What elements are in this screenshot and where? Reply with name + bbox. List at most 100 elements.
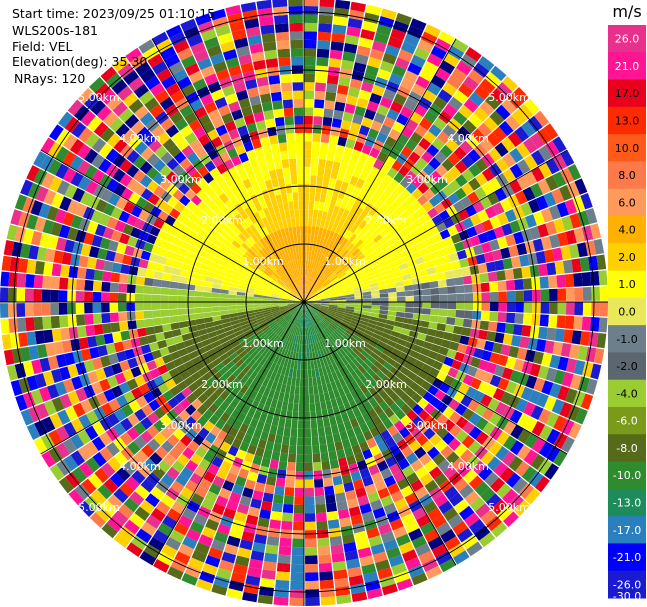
velocity-gate bbox=[319, 321, 326, 330]
velocity-gate bbox=[398, 211, 409, 222]
velocity-gate bbox=[40, 137, 56, 154]
velocity-gate bbox=[292, 192, 299, 202]
velocity-gate bbox=[103, 260, 114, 272]
velocity-gate bbox=[235, 476, 247, 488]
velocity-gate bbox=[471, 128, 486, 143]
velocity-gate bbox=[337, 84, 349, 95]
velocity-gate bbox=[184, 416, 197, 428]
velocity-gate bbox=[0, 303, 9, 318]
velocity-gate bbox=[320, 452, 330, 462]
velocity-gate bbox=[299, 217, 304, 226]
velocity-gate bbox=[540, 289, 550, 302]
velocity-gate bbox=[430, 74, 446, 89]
velocity-gate bbox=[443, 356, 455, 367]
velocity-gate bbox=[48, 429, 63, 446]
velocity-gate bbox=[405, 138, 418, 151]
velocity-gate bbox=[285, 384, 291, 394]
velocity-gate bbox=[373, 209, 383, 220]
velocity-gate bbox=[254, 363, 263, 373]
velocity-gate bbox=[370, 364, 380, 374]
velocity-gate bbox=[298, 295, 304, 302]
velocity-gate bbox=[26, 259, 37, 274]
velocity-gate bbox=[180, 466, 194, 480]
velocity-gate bbox=[214, 273, 224, 281]
velocity-gate bbox=[218, 559, 234, 572]
velocity-gate bbox=[178, 182, 190, 195]
velocity-gate bbox=[279, 306, 288, 310]
velocity-gate bbox=[369, 282, 379, 288]
velocity-gate bbox=[379, 309, 389, 315]
velocity-gate bbox=[185, 404, 197, 416]
velocity-gate bbox=[274, 434, 283, 445]
velocity-gate bbox=[287, 304, 296, 308]
velocity-gate bbox=[319, 340, 325, 350]
velocity-gate bbox=[322, 329, 329, 338]
velocity-gate bbox=[296, 268, 300, 278]
velocity-gate bbox=[342, 317, 352, 323]
velocity-gate bbox=[335, 414, 344, 425]
velocity-gate bbox=[215, 124, 228, 137]
velocity-gate bbox=[300, 361, 304, 370]
velocity-gate bbox=[320, 298, 330, 301]
velocity-gate bbox=[288, 253, 293, 262]
velocity-gate bbox=[242, 487, 254, 499]
velocity-gate bbox=[284, 487, 295, 497]
velocity-gate bbox=[116, 242, 127, 254]
velocity-gate bbox=[128, 192, 141, 205]
velocity-gate bbox=[100, 188, 114, 203]
velocity-gate bbox=[153, 325, 164, 334]
velocity-gate bbox=[42, 316, 52, 330]
velocity-gate bbox=[317, 537, 330, 547]
velocity-gate bbox=[497, 505, 514, 522]
velocity-gate bbox=[545, 367, 558, 382]
velocity-gate bbox=[256, 473, 268, 485]
velocity-gate bbox=[423, 500, 438, 514]
velocity-gate bbox=[485, 229, 497, 242]
velocity-gate bbox=[311, 325, 317, 335]
velocity-gate bbox=[383, 361, 393, 371]
velocity-gate bbox=[509, 440, 524, 456]
velocity-gate bbox=[165, 378, 177, 390]
velocity-gate bbox=[286, 218, 292, 228]
velocity-gate bbox=[209, 212, 220, 223]
velocity-gate bbox=[258, 321, 268, 328]
velocity-gate bbox=[539, 276, 549, 289]
velocity-gate bbox=[298, 344, 302, 353]
velocity-gate bbox=[250, 194, 259, 205]
velocity-gate bbox=[474, 368, 486, 381]
velocity-gate bbox=[258, 128, 269, 139]
velocity-gate bbox=[195, 248, 206, 258]
velocity-gate bbox=[569, 374, 582, 390]
velocity-gate bbox=[111, 385, 124, 399]
velocity-gate bbox=[187, 365, 198, 376]
velocity-gate bbox=[278, 546, 292, 556]
velocity-gate bbox=[212, 371, 223, 382]
velocity-gate bbox=[237, 288, 247, 293]
velocity-gate bbox=[517, 372, 530, 386]
velocity-gate bbox=[350, 336, 359, 345]
velocity-gate bbox=[244, 299, 254, 302]
velocity-gate bbox=[387, 482, 401, 495]
velocity-gate bbox=[51, 328, 62, 342]
velocity-gate bbox=[275, 477, 286, 488]
velocity-gate bbox=[271, 323, 279, 331]
velocity-gate bbox=[219, 306, 229, 311]
velocity-gate bbox=[284, 227, 290, 237]
velocity-gate bbox=[463, 284, 473, 293]
range-ring-label: 1.00km bbox=[324, 255, 366, 268]
velocity-gate bbox=[184, 479, 199, 493]
velocity-gate bbox=[371, 298, 381, 302]
velocity-gate bbox=[297, 286, 301, 295]
velocity-gate bbox=[293, 343, 298, 353]
velocity-gate bbox=[489, 110, 505, 126]
velocity-gate bbox=[157, 382, 170, 395]
velocity-gate bbox=[376, 238, 386, 247]
velocity-gate bbox=[34, 373, 47, 389]
velocity-gate bbox=[354, 105, 366, 117]
velocity-gate bbox=[275, 579, 290, 590]
velocity-gate bbox=[127, 236, 138, 248]
velocity-gate bbox=[187, 277, 197, 285]
velocity-gate bbox=[288, 368, 294, 378]
velocity-gate bbox=[218, 366, 229, 376]
velocity-gate bbox=[219, 293, 229, 299]
